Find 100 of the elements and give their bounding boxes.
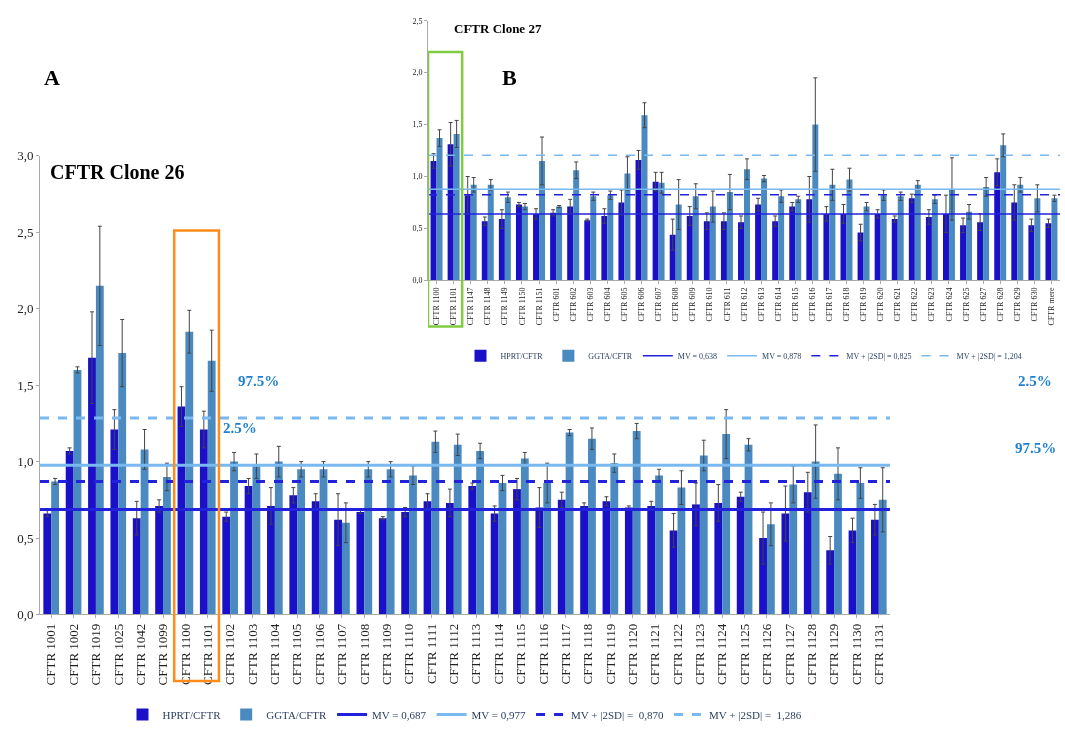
bar (846, 179, 853, 281)
bar (409, 475, 417, 615)
x-tick-label: CFTR 607 (654, 287, 664, 322)
bar (163, 476, 171, 615)
bar (453, 133, 460, 281)
x-tick-label: CFTR 606 (637, 287, 647, 322)
bar (520, 458, 529, 615)
x-tick-label: CFTR 620 (876, 287, 886, 322)
bar (476, 450, 485, 615)
bar (1028, 225, 1035, 281)
bar (274, 461, 283, 615)
bar (635, 159, 642, 281)
x-tick-label: CFTR 1121 (647, 623, 663, 685)
bar (88, 357, 96, 615)
bar (834, 473, 842, 615)
bar (364, 469, 373, 615)
x-tick-label: CFTR 1131 (871, 623, 887, 685)
legend-label: MV + |2SD| = 1,204 (956, 351, 1022, 361)
legend-label: GGTA/CFTR (266, 708, 328, 721)
x-tick-label: CFTR 1110 (401, 623, 417, 685)
bar (874, 213, 881, 281)
bar (655, 475, 663, 615)
legend-label: MV = 0,977 (471, 708, 527, 721)
legend-label: MV + |2SD| = 1,286 (708, 708, 802, 721)
bar (607, 195, 614, 281)
x-tick-label: CFTR 619 (859, 287, 869, 322)
x-tick-label: CFTR 1120 (624, 623, 640, 685)
x-tick-label: CFTR 1101 (449, 287, 459, 326)
x-tick-label: CFTR 1112 (446, 623, 462, 685)
bar (289, 495, 298, 615)
x-tick-label: CFTR 1025 (110, 623, 126, 686)
annotation: 2.5% (223, 420, 257, 436)
x-tick-label: CFTR 618 (842, 287, 852, 322)
bar (624, 173, 631, 281)
y-tick-label: 0,5 (412, 224, 423, 234)
x-tick-label: CFTR 1116 (535, 623, 551, 685)
legend-label: HPRT/CFTR (500, 351, 544, 361)
bar (199, 429, 208, 615)
x-tick-label: CFTR 1114 (490, 623, 506, 685)
text: 2.5% (1018, 373, 1052, 389)
x-tick-label: CFTR 629 (1012, 287, 1022, 322)
x-tick-label: CFTR 623 (927, 287, 937, 322)
bar (983, 186, 990, 281)
x-tick-label: CFTR 617 (825, 287, 835, 322)
bar (863, 206, 870, 281)
bar (207, 360, 216, 615)
y-tick-label: 0,5 (17, 530, 34, 546)
x-tick-label: CFTR 608 (671, 287, 681, 322)
bar (590, 196, 597, 281)
x-tick-label: CFTR 1108 (356, 623, 372, 685)
bar (498, 219, 505, 281)
bar (185, 331, 194, 615)
bar (755, 204, 762, 281)
x-tick-label: CFTR 1118 (580, 623, 596, 685)
x-tick-label: CFTR 615 (790, 287, 800, 322)
y-tick-label: 1,0 (17, 454, 34, 470)
x-tick-label: CFTR 1129 (826, 623, 842, 685)
bar (857, 232, 864, 281)
y-tick-label: 2,0 (17, 301, 34, 317)
x-tick-label: CFTR 625 (961, 287, 971, 322)
bar (470, 184, 477, 281)
bar (535, 507, 544, 615)
bar (812, 124, 819, 281)
legend-label: MV + |2SD| = 0,870 (571, 708, 664, 721)
x-tick-label: CFTR 1102 (222, 623, 238, 685)
x-tick-label: CFTR 1100 (177, 623, 193, 685)
bar (230, 461, 238, 615)
x-tick-label: CFTR 1103 (244, 623, 260, 685)
bar (618, 202, 625, 281)
bar (222, 516, 231, 615)
bar (759, 538, 767, 615)
x-tick-label: CFTR 1111 (423, 623, 439, 684)
chart-title: CFTR Clone 27 (454, 21, 542, 36)
bar (1000, 145, 1007, 281)
bar (647, 505, 656, 615)
bar (490, 513, 499, 615)
x-tick-label: CFTR 613 (756, 287, 766, 322)
text: 97.5% (1015, 440, 1057, 456)
x-tick-label: CFTR 1117 (557, 623, 573, 685)
x-tick-label: CFTR 1124 (714, 623, 730, 685)
y-tick-label: 0,0 (17, 607, 34, 623)
bar (267, 505, 275, 615)
bar (601, 215, 608, 281)
bar (709, 206, 716, 281)
legend-label: MV = 0,687 (372, 708, 427, 721)
x-tick-label: CFTR 610 (705, 287, 715, 322)
bar (669, 530, 678, 615)
bar (567, 206, 574, 281)
bar (966, 211, 973, 281)
bar (722, 434, 731, 615)
bar (720, 221, 727, 281)
x-tick-label: CFTR 1130 (848, 623, 864, 685)
bar (803, 492, 812, 615)
bar (515, 204, 522, 281)
bar (1017, 184, 1024, 281)
bar (714, 502, 723, 615)
x-tick-label: CFTR 1042 (132, 623, 148, 686)
bar (580, 505, 589, 615)
bar (431, 441, 440, 615)
bar (870, 519, 879, 615)
